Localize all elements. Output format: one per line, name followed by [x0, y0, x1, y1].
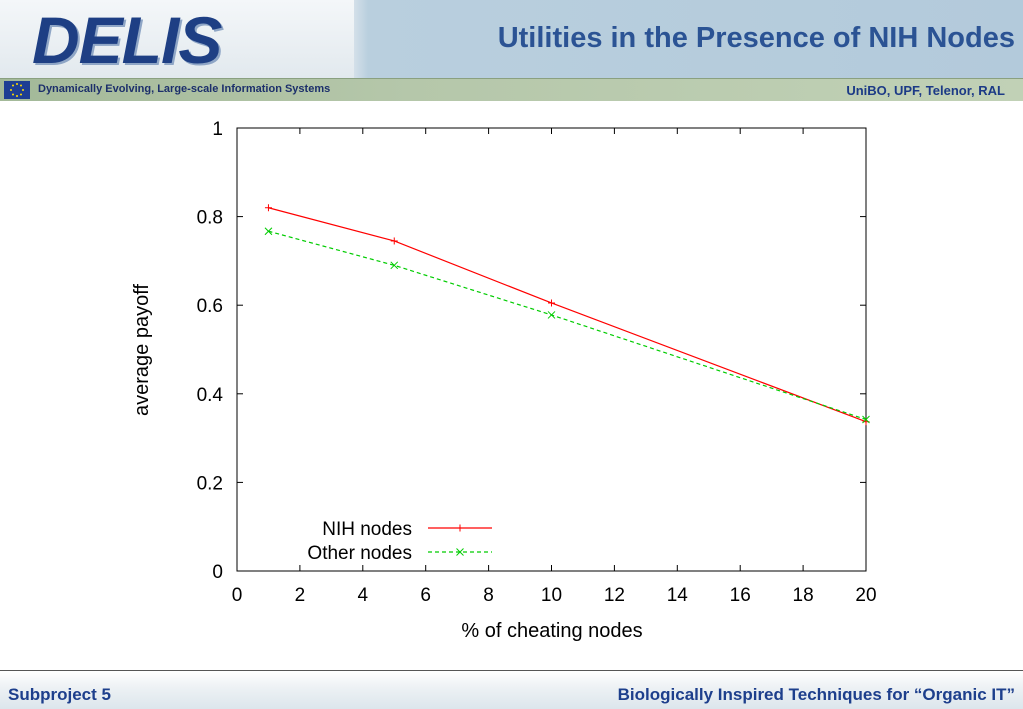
y-tick-label: 0: [212, 562, 223, 583]
x-tick-label: 8: [483, 585, 494, 606]
line-chart: 0 2 4 6 8 10 12 14 16 18 20 0 0.2 0.4 0.6 0.8 1 NIH node…: [131, 119, 877, 642]
x-tick-label: 0: [232, 585, 243, 606]
legend-label: Other nodes: [307, 543, 412, 564]
data-point: [390, 261, 399, 270]
data-point: [390, 237, 398, 245]
plot-frame: [236, 127, 867, 572]
x-tick-label: 12: [604, 585, 625, 606]
x-tick-label: 6: [420, 585, 431, 606]
delis-logo: DELIS: [0, 0, 354, 78]
footer: Subproject 5 Biologically Inspired Techn…: [0, 670, 1023, 709]
x-tick-label: 14: [667, 585, 689, 606]
logo-text: DELIS: [32, 3, 222, 77]
footer-tagline: Biologically Inspired Techniques for “Or…: [617, 685, 1015, 704]
header-partners: UniBO, UPF, Telenor, RAL: [846, 83, 1005, 98]
data-point: [862, 415, 870, 424]
y-tick-label: 0.4: [197, 385, 224, 406]
series-line-other-nodes: [268, 230, 867, 421]
slide-title: Utilities in the Presence of NIH Nodes: [497, 22, 1015, 54]
data-point: [264, 204, 272, 212]
header: DELIS Utilities in the Presence of NIH N…: [0, 0, 1023, 78]
x-tick-label: 16: [730, 585, 751, 606]
x-tick-label: 18: [793, 585, 814, 606]
legend-marker: [456, 524, 464, 532]
y-tick-label: 0.8: [197, 208, 223, 229]
legend-marker: [456, 548, 464, 556]
y-tick-label: 0.2: [197, 473, 223, 494]
data-point: [547, 311, 556, 319]
x-tick-label: 10: [541, 585, 562, 606]
footer-subproject: Subproject 5: [8, 685, 111, 704]
x-tick-label: 4: [358, 585, 369, 606]
data-point: [548, 299, 555, 307]
legend-label: NIH nodes: [322, 519, 412, 540]
x-tick-label: 20: [855, 585, 876, 606]
y-tick-label: 1: [212, 119, 223, 140]
data-point: [264, 227, 273, 236]
series-line-nih-nodes: [268, 207, 867, 423]
header-subtitle: Dynamically Evolving, Large-scale Inform…: [38, 83, 331, 95]
header-bar: Dynamically Evolving, Large-scale Inform…: [0, 78, 1023, 101]
x-tick-label: 2: [295, 585, 306, 606]
x-axis-label: % of cheating nodes: [461, 620, 642, 642]
eu-flag-icon: [4, 81, 30, 99]
y-axis-label: average payoff: [131, 284, 153, 416]
y-tick-label: 0.6: [197, 296, 223, 317]
